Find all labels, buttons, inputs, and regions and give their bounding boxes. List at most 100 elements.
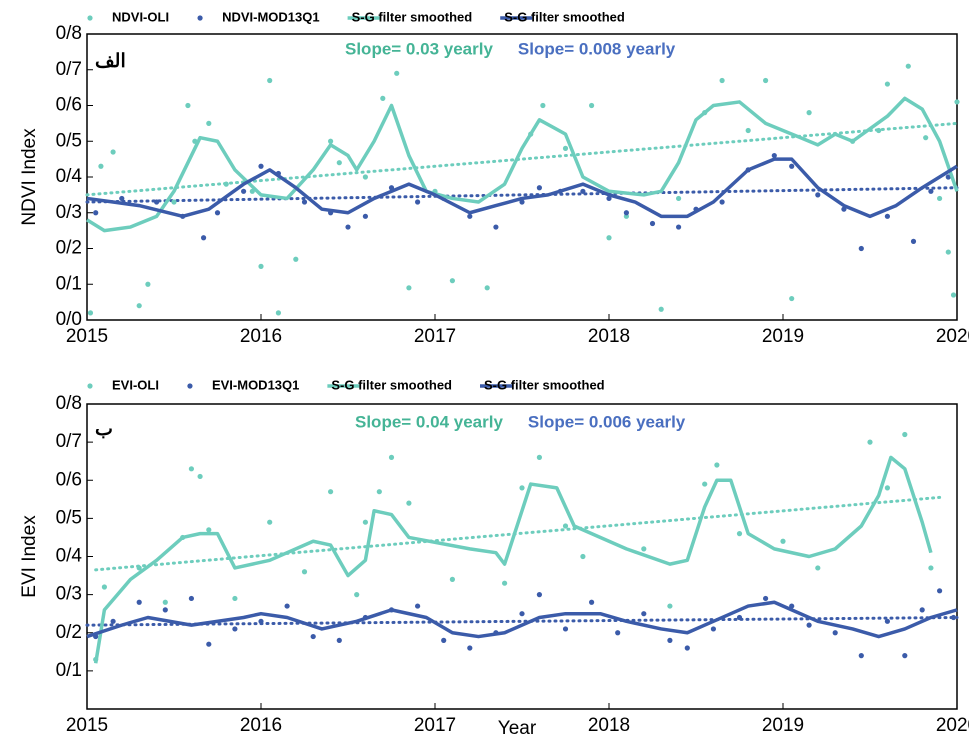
legend-marker [197, 15, 203, 21]
point [145, 281, 151, 287]
point [87, 310, 94, 316]
point [919, 607, 925, 613]
x-tick-label: 2018 [588, 715, 630, 736]
point [536, 185, 543, 191]
point [945, 174, 951, 180]
point [950, 292, 957, 298]
x-tick-label: 2016 [240, 715, 282, 736]
trend-line [94, 495, 942, 572]
y-tick-label: 0/3 [56, 584, 82, 605]
point [710, 626, 717, 632]
point [197, 473, 203, 480]
point [832, 630, 838, 636]
point [206, 120, 212, 126]
point [449, 278, 455, 284]
point [945, 249, 951, 255]
point [745, 127, 751, 134]
point [415, 199, 421, 205]
point [406, 285, 412, 291]
point [884, 618, 891, 624]
y-tick-label: 0/6 [56, 95, 82, 116]
point [162, 599, 168, 605]
point [258, 618, 264, 624]
point [580, 553, 586, 560]
point [293, 256, 299, 262]
point [589, 599, 595, 605]
point [449, 576, 455, 582]
legend-label: S-G filter smoothed [331, 377, 452, 392]
point [806, 110, 812, 116]
annotation: Slope= 0.04 yearly [355, 412, 503, 431]
y-tick-label: 0/7 [56, 59, 82, 80]
point [162, 607, 168, 613]
legend-label: EVI-OLI [112, 377, 159, 392]
y-tick-label: 0/2 [56, 238, 82, 259]
point [185, 102, 191, 109]
point [188, 466, 194, 472]
point [380, 95, 386, 101]
point [950, 614, 957, 621]
point [415, 603, 421, 609]
y-tick-label: 0/5 [56, 507, 82, 528]
annotation: Slope= 0.006 yearly [528, 412, 686, 431]
point [467, 645, 473, 651]
point [354, 592, 360, 598]
point [345, 224, 351, 230]
smoothed-line [93, 455, 933, 664]
legend-marker [87, 383, 93, 389]
point [328, 489, 334, 495]
trend-line [85, 121, 959, 197]
x-tick-label: 2019 [762, 326, 804, 347]
y-tick-label: 0/4 [56, 166, 83, 187]
point [136, 303, 142, 309]
x-tick-label: 2020 [936, 326, 969, 347]
point [623, 210, 630, 216]
annotation: Slope= 0.03 yearly [345, 39, 493, 58]
point [136, 599, 142, 605]
point [884, 213, 891, 219]
point [902, 431, 908, 438]
point [928, 188, 934, 194]
point [206, 527, 212, 533]
point [589, 102, 595, 109]
point [562, 523, 569, 529]
trend-line [85, 186, 959, 204]
point [954, 99, 960, 105]
point [719, 199, 725, 205]
point [719, 77, 725, 84]
point [771, 152, 777, 159]
annotation: Slope= 0.008 yearly [518, 39, 676, 58]
point [884, 81, 891, 87]
point [200, 235, 207, 241]
y-tick-label: 0/8 [56, 23, 82, 44]
point [110, 149, 116, 155]
point [815, 192, 821, 198]
point [649, 220, 656, 227]
point [388, 454, 395, 460]
legend-label: S-G filter smoothed [352, 9, 473, 24]
point [923, 135, 929, 141]
point [232, 595, 238, 602]
x-tick-label: 2017 [414, 326, 456, 347]
point [606, 235, 612, 241]
point [806, 622, 812, 628]
y-tick-label: 0/4 [56, 546, 83, 567]
point [310, 633, 316, 640]
point [789, 603, 795, 609]
y-axis-label: NDVI Index [19, 128, 40, 226]
point [876, 127, 882, 134]
point [736, 531, 743, 537]
point [301, 199, 308, 205]
point [763, 77, 769, 84]
point [676, 195, 682, 202]
point [98, 163, 104, 169]
point [815, 565, 821, 571]
legend-label: EVI-MOD13Q1 [212, 377, 299, 392]
point [905, 63, 911, 69]
point [641, 546, 647, 552]
point [789, 163, 795, 169]
y-tick-label: 0/2 [56, 622, 82, 643]
point [154, 199, 160, 205]
y-tick-label: 0/7 [56, 431, 82, 452]
